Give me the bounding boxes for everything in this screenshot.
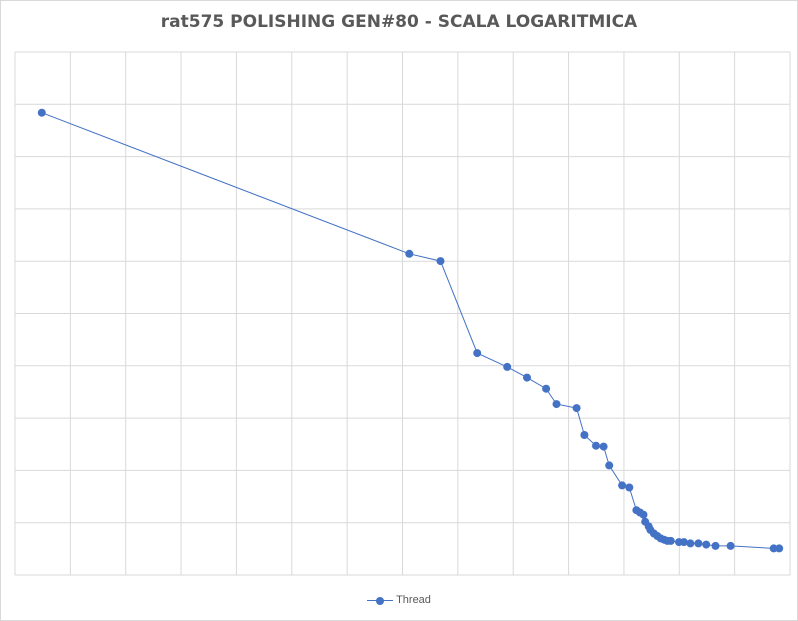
data-point: [679, 538, 688, 547]
legend-label-thread: Thread: [396, 594, 431, 606]
series-line-thread: [41, 112, 780, 549]
data-point: [711, 541, 720, 550]
data-point: [37, 108, 46, 117]
series-points-thread: [37, 108, 784, 553]
data-point: [726, 541, 735, 550]
data-point: [702, 540, 711, 549]
data-point: [580, 431, 589, 439]
data-point: [599, 442, 608, 451]
data-point: [473, 349, 482, 358]
chart-title: rat575 POLISHING GEN#80 - SCALA LOGARITM…: [160, 12, 638, 32]
legend: Thread: [0, 594, 798, 606]
data-point: [542, 384, 551, 393]
data-point: [686, 539, 695, 548]
data-point: [592, 441, 600, 450]
data-point: [523, 373, 531, 382]
data-point: [405, 249, 414, 258]
data-point: [605, 461, 614, 470]
data-point: [639, 510, 648, 519]
data-point: [552, 400, 561, 409]
data-point: [666, 536, 675, 545]
data-point: [694, 539, 703, 548]
data-point: [503, 362, 512, 371]
data-point: [436, 257, 445, 266]
data-point: [618, 481, 627, 490]
legend-marker-icon: [367, 594, 394, 606]
data-point: [775, 544, 784, 553]
gridlines: [14, 51, 791, 576]
data-point: [625, 483, 634, 492]
data-point: [769, 544, 778, 553]
data-point: [572, 404, 581, 413]
